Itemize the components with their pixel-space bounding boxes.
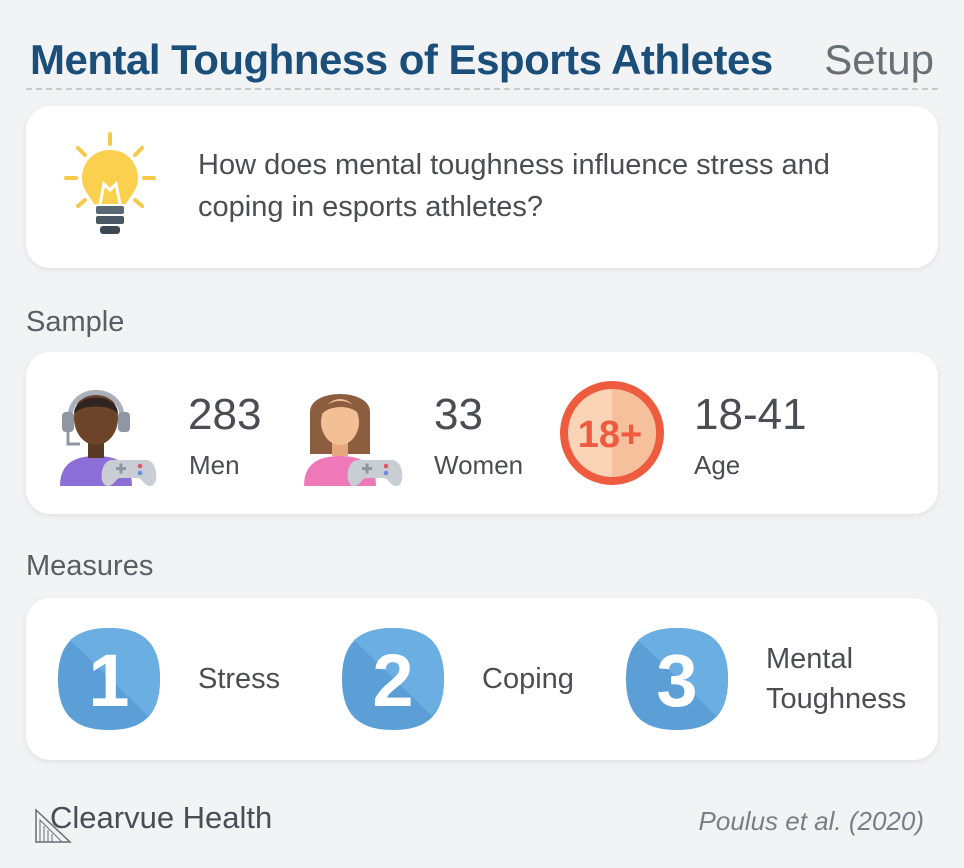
svg-text:2: 2 (372, 639, 413, 722)
citation: Poulus et al. (2020) (698, 806, 924, 836)
question-card: How does mental toughness influence stre… (26, 106, 938, 268)
sample-card: 283 Men 33 Women 18+ 18-41 Age (26, 352, 938, 514)
header: Mental Toughness of Esports Athletes Set… (26, 30, 938, 90)
number-1-icon: 1 (58, 628, 160, 730)
age-18-plus-icon: 18+ (560, 381, 664, 485)
lightbulb-icon (64, 132, 156, 234)
male-gamer-icon (60, 390, 157, 486)
svg-text:1: 1 (88, 639, 129, 722)
setup-tab[interactable]: Setup (824, 36, 934, 83)
number-3-icon: 3 (626, 628, 728, 730)
number-2-icon: 2 (342, 628, 444, 730)
men-count: 283 (188, 390, 262, 439)
female-gamer-icon (304, 394, 403, 486)
measures-heading: Measures (26, 550, 154, 582)
age-badge-text: 18+ (578, 414, 642, 456)
measure-label-stress: Stress (198, 663, 281, 695)
men-label: Men (189, 450, 240, 480)
women-label: Women (434, 450, 524, 480)
measure-label-coping: Coping (482, 663, 574, 695)
research-question: How does mental toughness influence stre… (198, 149, 830, 223)
age-label: Age (694, 450, 741, 480)
svg-text:3: 3 (656, 639, 697, 722)
page-title: Mental Toughness of Esports Athletes (30, 36, 773, 83)
clearvue-logo-icon (35, 808, 72, 843)
sample-heading: Sample (26, 306, 125, 338)
women-count: 33 (434, 390, 483, 439)
age-range: 18-41 (694, 390, 807, 439)
measure-label-mental-toughness: Mental Toughness (766, 643, 907, 715)
brand-name: Clearvue Health (50, 800, 273, 835)
measures-card: 1 Stress 2 Coping 3 Mental Toughness (26, 598, 938, 760)
